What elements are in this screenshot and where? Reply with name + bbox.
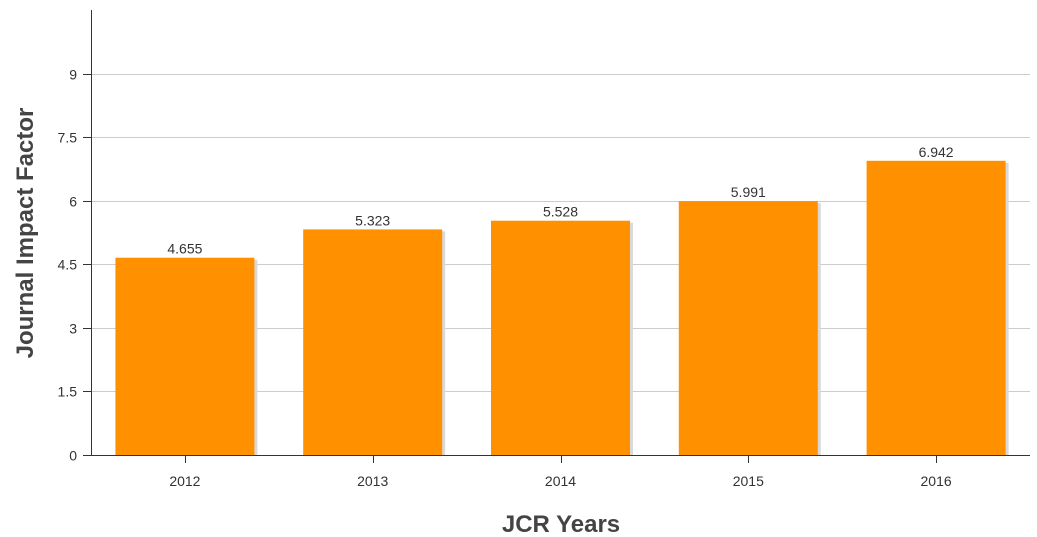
data-label: 6.942 [919,144,954,160]
data-label: 4.655 [167,241,202,257]
x-tick-label: 2013 [357,473,388,489]
y-tick-label: 7.5 [58,130,78,146]
x-tick-label: 2014 [545,473,576,489]
data-label: 5.323 [355,212,390,228]
y-tick-label: 6 [69,194,77,210]
y-axis-title: Journal Impact Factor [12,108,39,359]
y-tick-label: 0 [69,448,77,464]
labels: 0 1.5 3 4.5 6 7.5 9 4.655 2012 5.323 2013 5.528 2014… [58,67,954,490]
data-label: 5.991 [731,184,766,200]
x-axis-title: JCR Years [502,511,620,537]
bar [303,229,443,455]
x-tick-label: 2015 [733,473,764,489]
bar [491,220,630,455]
bar [678,201,818,455]
data-label: 5.528 [543,204,578,220]
y-tick-label: 4.5 [58,257,78,273]
y-tick-label: 1.5 [58,384,78,400]
bar [866,160,1006,455]
x-tick-label: 2012 [169,473,200,489]
axes [83,10,1030,463]
bars [115,160,1009,455]
y-tick-label: 3 [69,321,77,337]
bar [115,257,255,455]
y-tick-label: 9 [69,67,77,83]
x-tick-label: 2016 [921,473,952,489]
